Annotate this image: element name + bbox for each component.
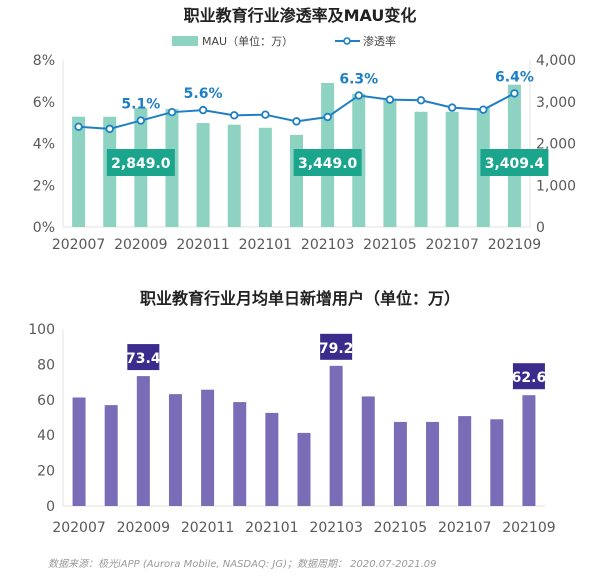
x-tick-label: 202101 [239,237,292,253]
mau-bar [72,116,86,227]
new-users-label-box [512,363,545,390]
mau-bar [196,123,210,227]
legend-marker-rate [343,37,351,45]
y-tick-label: 20 [37,464,55,480]
new-users-bar [458,416,472,506]
y-tick-label: 0 [46,499,55,515]
new-users-data-label: 62.6 [512,370,547,386]
x-tick-label: 202105 [363,237,416,253]
y-tick-label: 100 [28,322,55,338]
new-users-bar [136,376,150,506]
x-tick-label: 202009 [117,520,170,536]
new-users-bar [168,394,182,506]
rate-data-label: 5.6% [184,86,223,102]
mau-bar [227,124,241,227]
x-tick-label: 202109 [502,520,555,536]
new-users-bar [426,421,440,506]
new-users-bar [490,419,504,506]
mau-bar [445,111,459,227]
mau-data-label: 3,449.0 [298,156,358,172]
new-users-label-box [320,333,353,360]
right-tick-label: 0 [536,220,545,236]
y-tick-label: 40 [37,428,55,444]
new-users-bar [201,389,215,506]
legend-swatch-mau [172,36,198,46]
left-tick-label: 8% [33,53,55,69]
mau-bar [290,134,303,227]
x-tick-label: 202107 [425,237,478,253]
mau-bar [383,99,397,227]
rate-point [447,103,457,112]
chart-title: 职业教育行业月均单日新增用户（单位：万） [140,289,460,308]
new-users-bar [297,432,311,506]
x-tick-label: 202009 [114,237,167,253]
new-users-bar [265,412,279,506]
left-tick-label: 0% [33,220,55,236]
rate-data-label: 6.3% [339,71,378,87]
x-tick-label: 202101 [245,520,298,536]
rate-point [74,122,83,131]
new-users-bar [104,405,118,506]
rate-point [167,107,177,117]
left-tick-label: 6% [33,95,55,111]
x-tick-label: 202103 [309,520,362,536]
rate-point [354,91,363,100]
right-tick-label: 1,000 [536,178,576,194]
rate-point [230,111,239,120]
rate-point [136,116,146,125]
x-tick-label: 202011 [181,520,234,536]
new-users-bar [522,395,536,506]
new-users-bar [72,397,86,506]
rate-point [479,105,488,114]
mau-data-label: 2,849.0 [111,156,171,172]
mau-bar [258,127,272,227]
rate-point [292,117,301,126]
rate-point [416,96,426,105]
y-tick-label: 80 [37,357,55,373]
rate-point [105,124,114,134]
legend-label-mau: MAU（单位：万） [202,34,293,48]
rate-data-label: 6.4% [495,69,534,85]
rate-point [323,112,332,122]
rate-point [385,95,395,104]
legend-label-rate: 渗透率 [363,34,396,48]
x-tick-label: 202007 [52,520,105,536]
source-note: 数据来源：极光iAPP (Aurora Mobile, NASDAQ: JG)；… [48,559,437,570]
left-tick-label: 2% [33,178,55,194]
rate-point [261,110,270,119]
mau-data-label: 3,409.4 [485,156,545,172]
new-users-data-label: 73.4 [126,351,161,367]
left-tick-label: 4% [33,137,55,153]
x-tick-label: 202103 [301,237,354,253]
rate-point [198,105,208,115]
mau-label-box [106,149,175,176]
new-users-bar [329,365,343,506]
x-tick-label: 202105 [374,520,427,536]
rate-point [510,89,519,98]
right-tick-label: 2,000 [536,137,576,153]
right-tick-label: 3,000 [536,95,576,111]
chart-title: 职业教育行业渗透率及MAU变化 [184,6,417,25]
x-tick-label: 202107 [438,520,491,536]
new-users-bar [393,421,407,506]
new-users-bar [361,396,375,506]
rate-data-label: 5.1% [121,97,160,113]
new-users-bar [233,402,247,506]
y-tick-label: 60 [37,393,55,409]
right-tick-label: 4,000 [536,53,576,69]
mau-bar [414,111,428,227]
new-users-label-box [127,344,160,371]
mau-label-box [293,149,362,176]
x-tick-label: 202007 [52,237,105,253]
x-tick-label: 202109 [488,237,541,253]
new-users-data-label: 79.2 [319,341,354,357]
mau-label-box [480,149,549,176]
x-tick-label: 202011 [176,237,229,253]
